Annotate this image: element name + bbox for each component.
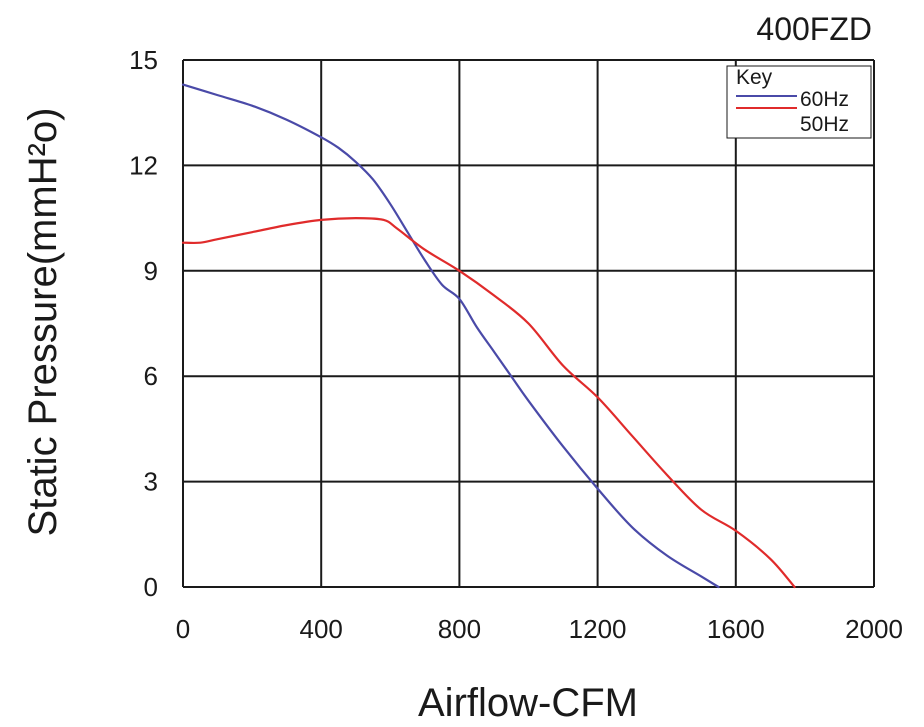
x-tick-label: 1600 bbox=[707, 614, 765, 644]
y-tick-label: 3 bbox=[144, 467, 158, 497]
y-tick-label: 0 bbox=[144, 572, 158, 602]
y-tick-label: 9 bbox=[144, 256, 158, 286]
y-tick-label: 12 bbox=[129, 150, 158, 180]
x-tick-label: 0 bbox=[176, 614, 190, 644]
y-axis-label: Static Pressure(mmH²o) bbox=[21, 108, 65, 537]
legend-label-60hz: 60Hz bbox=[800, 88, 849, 111]
series-line-50hz bbox=[181, 217, 796, 589]
x-tick-label: 400 bbox=[300, 614, 343, 644]
tick-labels: 0 400 800 1200 1600 2000 0 3 6 9 12 15 bbox=[129, 45, 903, 644]
legend-box bbox=[726, 65, 872, 139]
legend-label-50hz: 50Hz bbox=[800, 113, 849, 136]
grid bbox=[182, 59, 875, 588]
x-tick-label: 1200 bbox=[569, 614, 627, 644]
y-tick-label: 6 bbox=[144, 361, 158, 391]
x-tick-label: 2000 bbox=[845, 614, 903, 644]
x-tick-label: 800 bbox=[438, 614, 481, 644]
y-tick-label: 15 bbox=[129, 45, 158, 75]
series-lines bbox=[181, 83, 796, 589]
chart-title: 400FZD bbox=[756, 11, 872, 47]
series-line-60hz bbox=[181, 83, 720, 589]
legend: Key 60Hz 50Hz bbox=[726, 65, 872, 139]
legend-title: Key bbox=[736, 66, 773, 89]
x-axis-label: Airflow-CFM bbox=[418, 681, 638, 725]
